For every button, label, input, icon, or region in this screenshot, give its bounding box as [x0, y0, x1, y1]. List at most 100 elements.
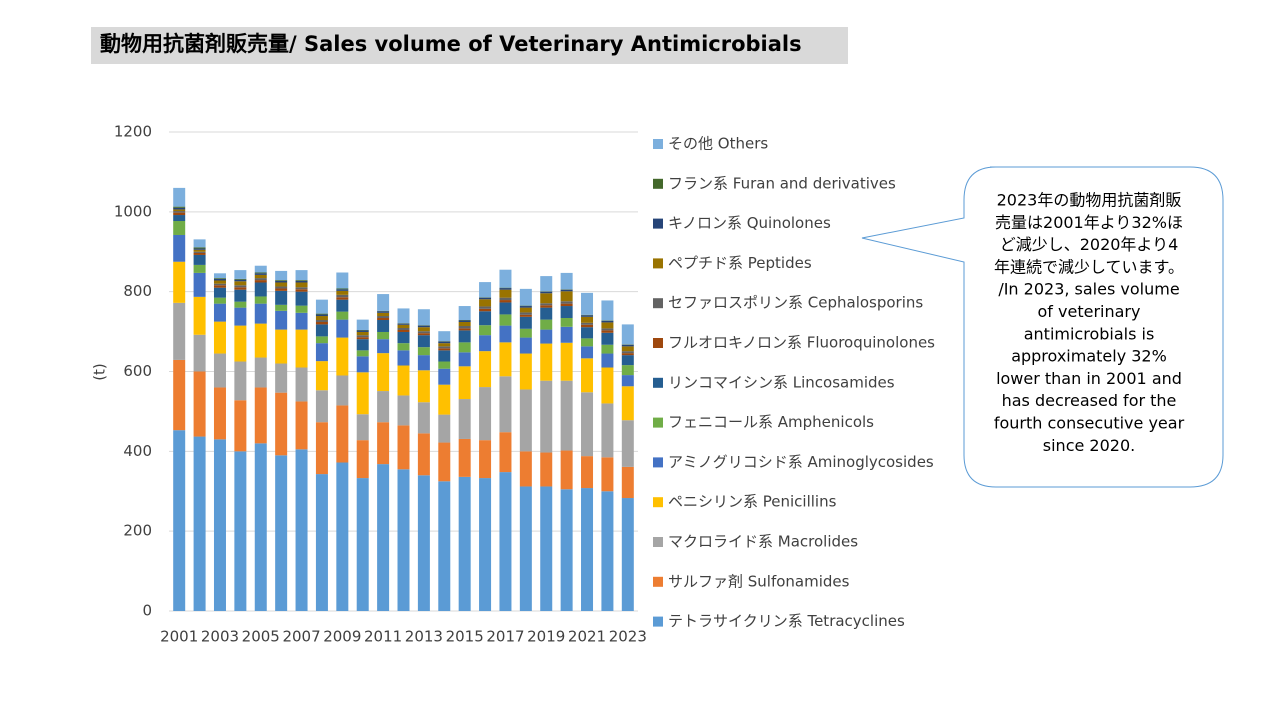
bar-segment — [601, 328, 614, 331]
bar-segment — [438, 348, 451, 351]
bar-segment — [275, 288, 288, 291]
x-tick-label: 2015 — [446, 628, 484, 646]
bar-segment — [377, 294, 390, 311]
bar-segment — [234, 279, 247, 282]
bar-segment — [275, 363, 288, 393]
bar-segment — [499, 432, 512, 473]
bar-segment — [173, 211, 186, 213]
callout-text: of veterinary — [1038, 302, 1141, 321]
bar-segment — [275, 304, 288, 311]
bar-segment — [254, 274, 267, 279]
bar-segment — [213, 353, 226, 388]
bar-segment — [173, 206, 186, 208]
legend-swatch — [653, 139, 663, 149]
bar-segment — [458, 328, 471, 331]
bar-segment — [417, 309, 430, 326]
bar-segment — [275, 455, 288, 611]
bar-segment — [173, 302, 186, 360]
legend-label: フラン系 Furan and derivatives — [668, 174, 896, 192]
bar-segment — [499, 314, 512, 326]
x-tick-label: 2021 — [568, 628, 606, 646]
bar-segment — [499, 376, 512, 433]
bar-segment — [499, 269, 512, 288]
x-tick-label: 2019 — [527, 628, 565, 646]
bar-segment — [560, 272, 573, 290]
bar-segment — [621, 351, 634, 354]
bar-segment — [581, 488, 594, 611]
legend-label: キノロン系 Quinolones — [668, 214, 831, 232]
y-tick-label: 1200 — [114, 123, 152, 141]
bar-segment — [581, 392, 594, 457]
bar-segment — [560, 326, 573, 343]
bar-segment — [458, 399, 471, 439]
bar-segment — [417, 475, 430, 611]
bar-segment — [315, 316, 328, 321]
bar-segment — [417, 333, 430, 336]
bar-segment — [417, 335, 430, 348]
bar-segment — [397, 331, 410, 344]
bar-segment — [173, 261, 186, 303]
bar-segment — [336, 289, 349, 291]
bar-segment — [479, 387, 492, 441]
bar-segment — [560, 301, 573, 304]
bar-segment — [438, 350, 451, 362]
bar-segment — [438, 442, 451, 482]
bar-segment — [601, 457, 614, 492]
bar-segment — [315, 343, 328, 362]
bar-segment — [295, 270, 308, 281]
bar-segment — [621, 498, 634, 611]
legend-swatch — [653, 258, 663, 269]
bar-segment — [377, 312, 390, 317]
bar-segment — [540, 293, 553, 304]
bar-segment — [601, 320, 614, 323]
bar-segment — [173, 359, 186, 431]
bar-segment — [601, 403, 614, 458]
bar-segment — [377, 318, 390, 321]
bar-segment — [295, 289, 308, 292]
bar-segment — [213, 285, 226, 288]
legend-label: セファロスポリン系 Cephalosporins — [668, 294, 923, 312]
bar-segment — [417, 325, 430, 328]
bar-segment — [254, 272, 267, 274]
x-tick-label: 2013 — [405, 628, 443, 646]
bar-segment — [295, 305, 308, 313]
bar-segment — [295, 282, 308, 288]
bar-segment — [499, 325, 512, 343]
chart-title: 動物用抗菌剤販売量/ Sales volume of Veterinary An… — [100, 32, 802, 56]
bar-segment — [560, 450, 573, 490]
bar-segment — [275, 392, 288, 456]
x-tick-label: 2023 — [609, 628, 647, 646]
bar-segment — [254, 357, 267, 388]
x-tick-label: 2017 — [486, 628, 524, 646]
callout-text: approximately 32% — [1011, 347, 1167, 366]
bar-segment — [213, 387, 226, 440]
bar-segment — [397, 329, 410, 332]
bar-segment — [336, 405, 349, 463]
bar-segment — [254, 282, 267, 297]
bar-segment — [193, 334, 206, 372]
bar-segment — [560, 489, 573, 611]
legend-swatch — [653, 338, 663, 348]
bar-segment — [336, 290, 349, 295]
bar-segment — [519, 451, 532, 487]
bar-segment — [479, 335, 492, 352]
bar-segment — [315, 299, 328, 314]
y-tick-label: 1000 — [114, 202, 152, 220]
bar-segment — [254, 265, 267, 273]
bar-segment — [193, 272, 206, 297]
bar-segment — [336, 272, 349, 289]
bar-segment — [397, 425, 410, 470]
legend-swatch — [653, 616, 663, 627]
bar-segment — [377, 339, 390, 354]
bar-segment — [479, 306, 492, 309]
bar-segment — [315, 320, 328, 323]
bar-segment — [519, 353, 532, 390]
bar-segment — [519, 312, 532, 315]
bar-segment — [295, 329, 308, 368]
bar-segment — [295, 401, 308, 450]
bar-segment — [438, 331, 451, 342]
bar-segment — [295, 287, 308, 290]
bar-segment — [519, 288, 532, 306]
bar-segment — [499, 302, 512, 315]
bar-segment — [295, 312, 308, 330]
